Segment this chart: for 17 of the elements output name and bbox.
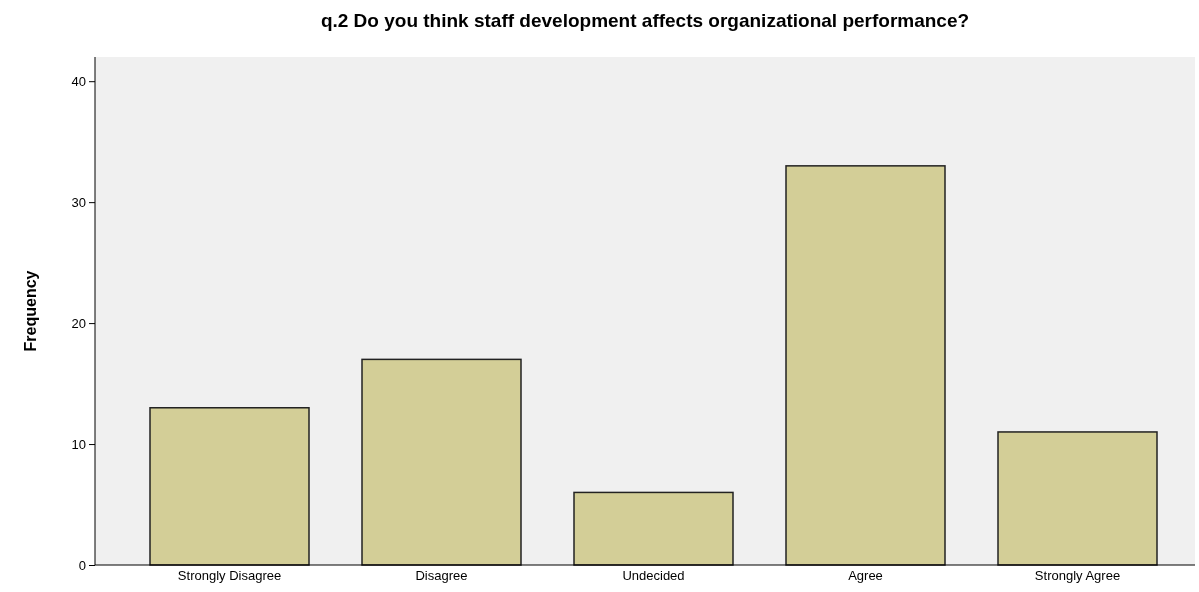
- x-tick-label: Strongly Agree: [1034, 567, 1121, 583]
- y-tick-label: 20: [71, 315, 86, 331]
- y-tick-label: 10: [71, 436, 86, 452]
- y-axis-title: Frequency: [22, 270, 39, 352]
- chart-title: q.2 Do you think staff development affects organizational performance?: [320, 10, 970, 31]
- bar: [361, 358, 522, 566]
- bar: [573, 491, 734, 566]
- x-tick-label: Agree: [848, 567, 883, 583]
- y-tick-label: 40: [71, 73, 86, 89]
- bar: [997, 431, 1158, 566]
- x-tick-label: Strongly Disagree: [177, 567, 282, 583]
- bar: [149, 407, 310, 566]
- y-tick-label: 30: [71, 194, 86, 210]
- bar: [785, 165, 946, 566]
- y-tick-label: 0: [78, 557, 86, 573]
- x-tick-label: Undecided: [622, 567, 685, 583]
- x-tick-label: Disagree: [415, 567, 468, 583]
